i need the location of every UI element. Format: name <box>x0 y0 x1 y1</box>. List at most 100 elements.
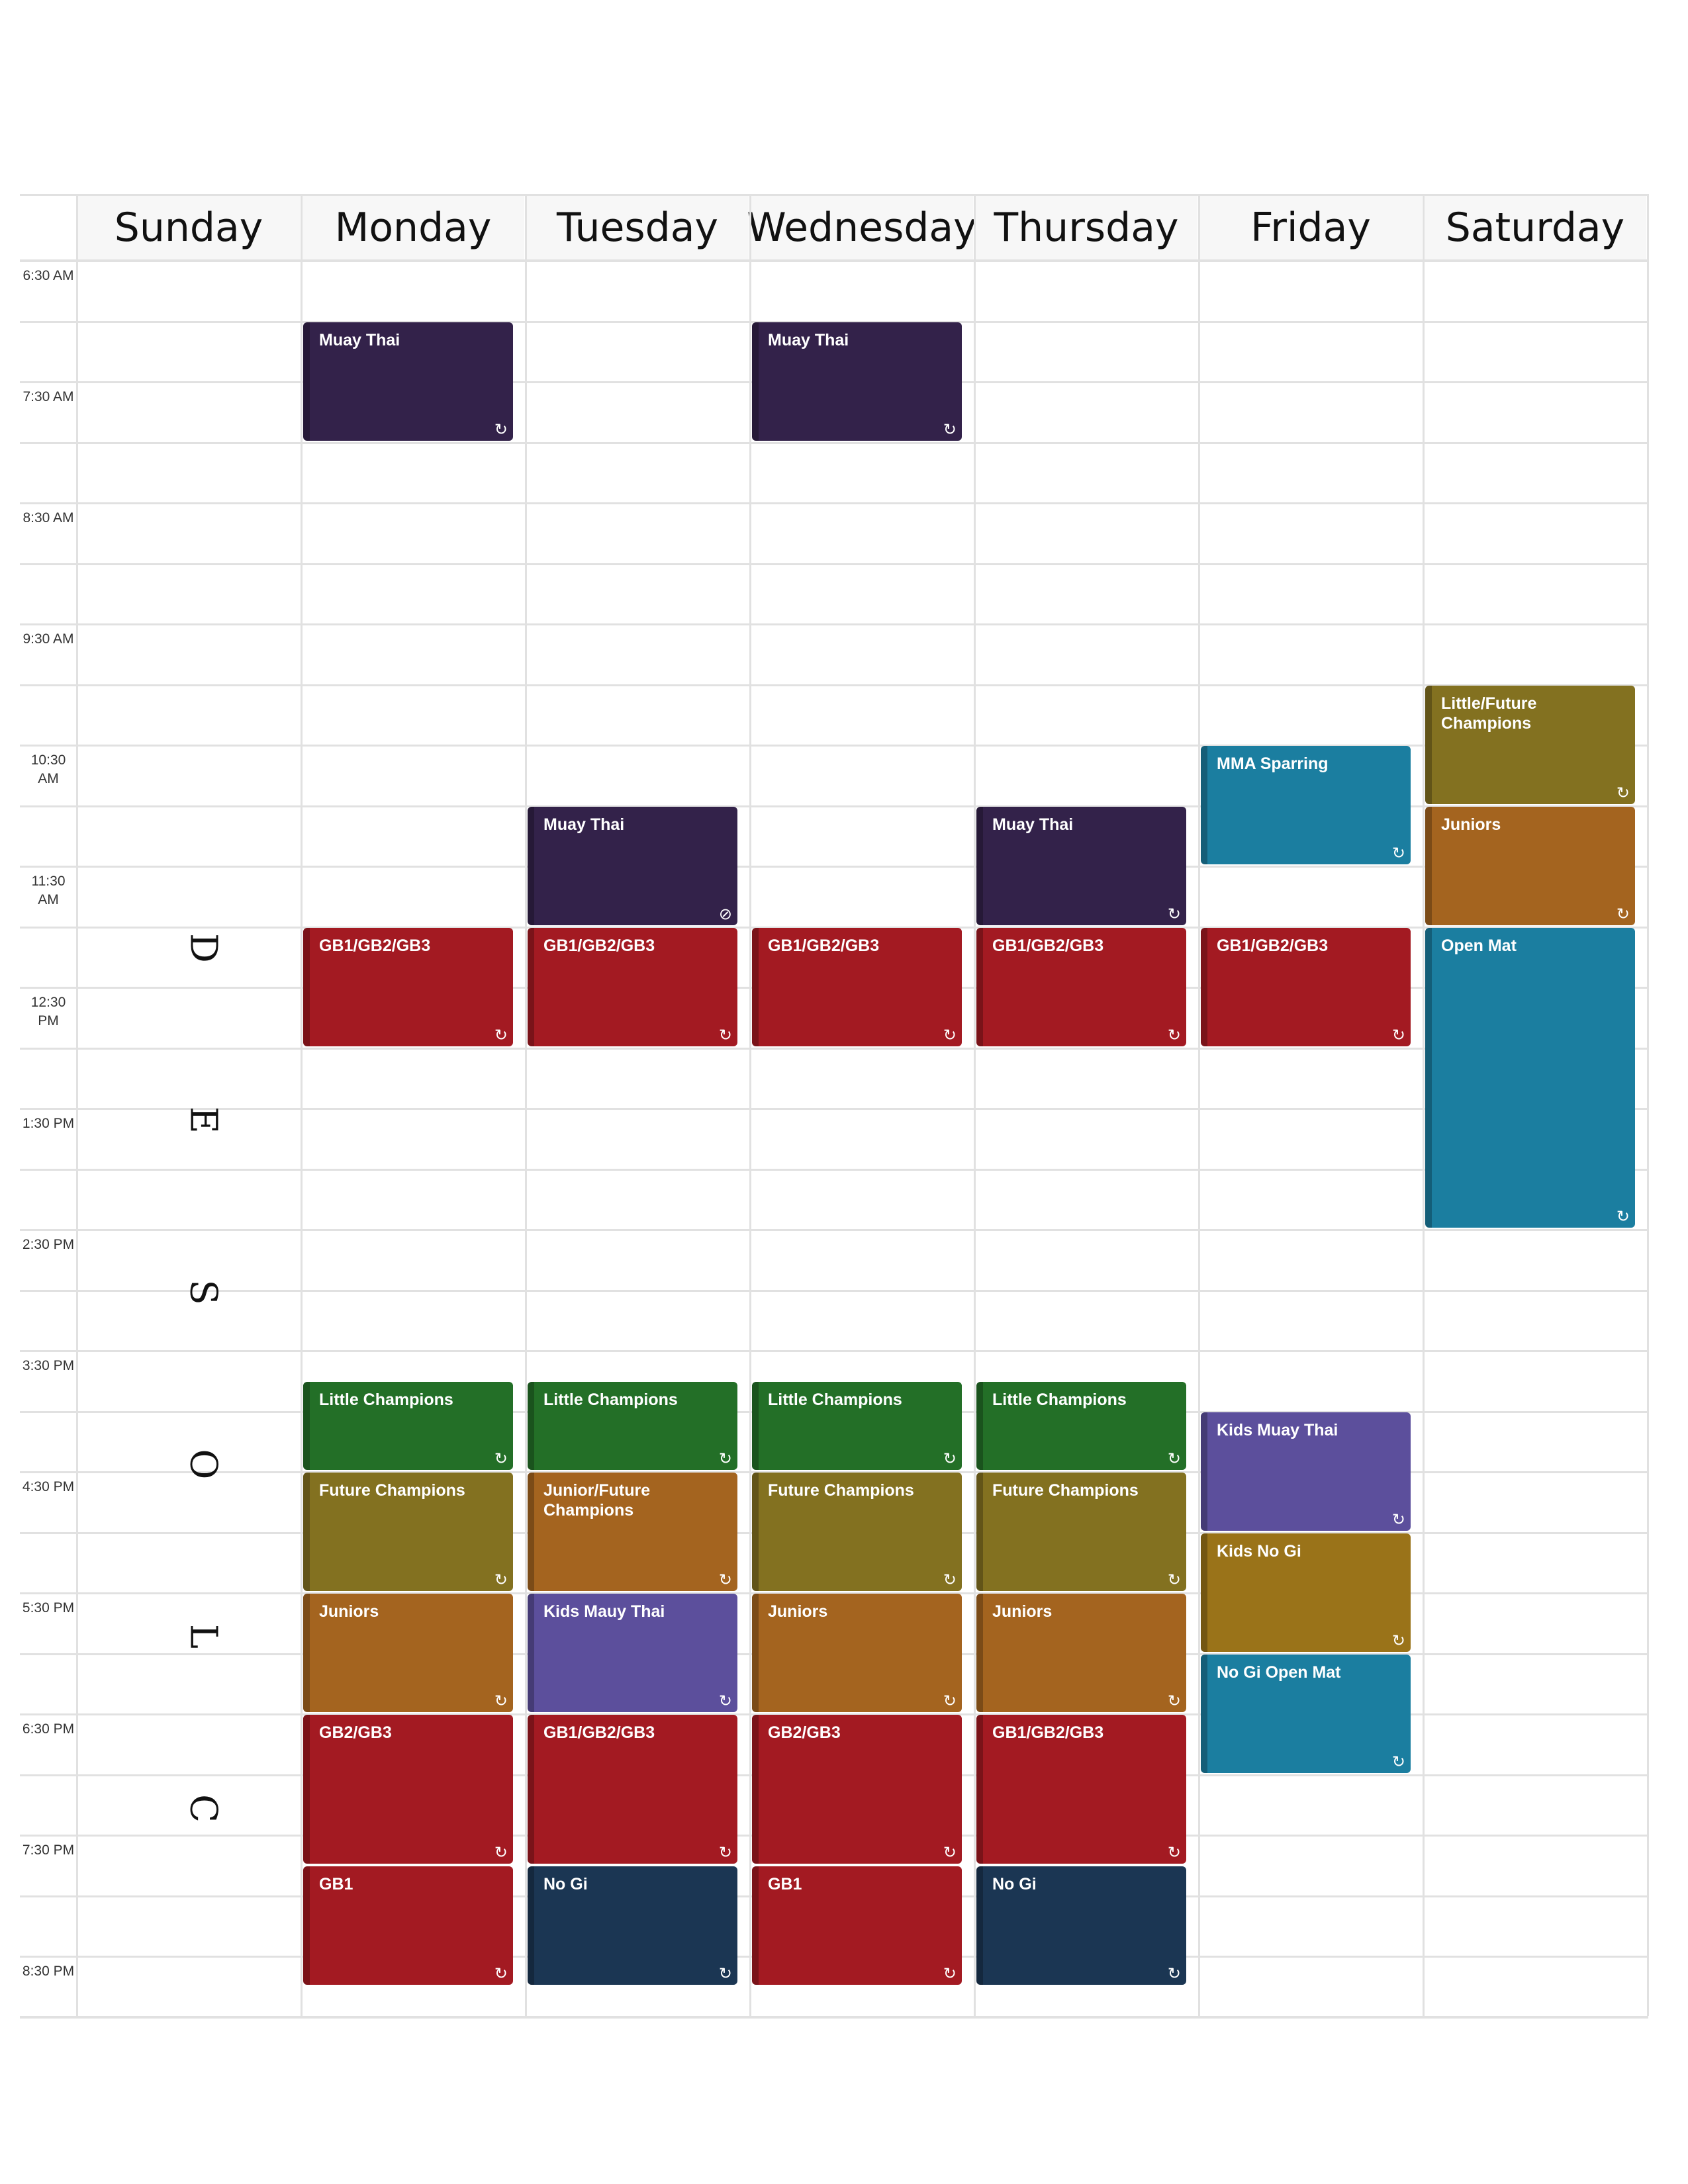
event-title: Muay Thai <box>768 330 849 349</box>
grid-line <box>76 194 78 2016</box>
grid-line <box>20 1592 1648 1594</box>
time-label: 10:30 AM <box>30 752 66 786</box>
calendar-event[interactable]: Future Champions ↻ <box>303 1473 513 1591</box>
repeat-icon: ↻ <box>1616 1207 1630 1226</box>
calendar-event[interactable]: Muay Thai ⊘ <box>528 806 737 925</box>
grid-line <box>20 194 1648 196</box>
repeat-icon: ↻ <box>1391 1752 1405 1771</box>
repeat-icon: ↻ <box>1167 1964 1181 1983</box>
calendar-event[interactable]: Junior/Future Champions ↻ <box>528 1473 737 1591</box>
grid-line <box>20 1169 1648 1171</box>
repeat-icon: ↻ <box>1616 904 1630 923</box>
time-label: 12:30 PM <box>30 995 66 1028</box>
grid-line <box>20 563 1648 565</box>
time-label: 8:30 AM <box>23 510 74 525</box>
repeat-icon: ↻ <box>1616 783 1630 802</box>
repeat-icon: ↻ <box>494 420 508 439</box>
event-title: GB1/GB2/GB3 <box>319 936 431 955</box>
calendar-event[interactable]: Juniors ↻ <box>1425 806 1635 925</box>
grid-line <box>301 194 303 2016</box>
time-label: 5:30 PM <box>22 1600 75 1615</box>
event-title: Future Champions <box>992 1481 1139 1500</box>
grid-line <box>20 745 1648 747</box>
repeat-icon: ↻ <box>943 1964 957 1983</box>
repeat-icon: ↻ <box>718 1449 732 1468</box>
event-title: Juniors <box>992 1602 1053 1621</box>
calendar-event[interactable]: GB1/GB2/GB3 ↻ <box>752 927 962 1046</box>
grid-line <box>20 1713 1648 1715</box>
calendar-event[interactable]: Kids Mauy Thai ↻ <box>528 1594 737 1712</box>
calendar-event[interactable]: GB1/GB2/GB3 ↻ <box>1201 927 1411 1046</box>
calendar-event[interactable]: Kids Muay Thai ↻ <box>1201 1412 1411 1531</box>
grid-line <box>20 1229 1648 1231</box>
repeat-icon: ↻ <box>1167 1025 1181 1044</box>
calendar-event[interactable]: GB1/GB2/GB3 ↻ <box>303 927 513 1046</box>
calendar-event[interactable]: Juniors ↻ <box>752 1594 962 1712</box>
repeat-icon: ↻ <box>494 1449 508 1468</box>
event-title: Little Champions <box>768 1390 902 1409</box>
grid-line <box>20 623 1648 625</box>
calendar-event[interactable]: No Gi ↻ <box>976 1866 1186 1985</box>
calendar-event[interactable]: GB1 ↻ <box>303 1866 513 1985</box>
grid-line <box>20 805 1648 807</box>
repeat-icon: ↻ <box>494 1025 508 1044</box>
repeat-icon: ↻ <box>943 1570 957 1589</box>
calendar-event[interactable]: Little Champions ↻ <box>303 1381 513 1470</box>
calendar-event[interactable]: GB1/GB2/GB3 ↻ <box>528 927 737 1046</box>
time-label: 4:30 PM <box>22 1479 75 1494</box>
calendar-event[interactable]: Future Champions ↻ <box>752 1473 962 1591</box>
calendar-event[interactable]: GB1/GB2/GB3 ↻ <box>976 1715 1186 1864</box>
event-title: GB2/GB3 <box>319 1723 392 1742</box>
calendar-event[interactable]: Little Champions ↻ <box>752 1381 962 1470</box>
calendar-event[interactable]: GB1/GB2/GB3 ↻ <box>528 1715 737 1864</box>
calendar-event[interactable]: Juniors ↻ <box>303 1594 513 1712</box>
event-title: No Gi <box>543 1874 588 1893</box>
event-title: Little Champions <box>543 1390 678 1409</box>
repeat-icon: ↻ <box>943 420 957 439</box>
grid-line <box>20 1108 1648 1110</box>
calendar-event[interactable]: GB1 ↻ <box>752 1866 962 1985</box>
grid-line <box>525 194 527 2016</box>
repeat-icon: ↻ <box>1391 844 1405 862</box>
time-label: 7:30 AM <box>23 389 74 404</box>
calendar-event[interactable]: Muay Thai ↻ <box>752 322 962 441</box>
calendar-event[interactable]: GB2/GB3 ↻ <box>303 1715 513 1864</box>
calendar-event[interactable]: MMA Sparring ↻ <box>1201 746 1411 864</box>
event-title: Kids No Gi <box>1217 1541 1301 1561</box>
repeat-icon: ↻ <box>1167 1692 1181 1710</box>
grid-line <box>20 259 1648 261</box>
closed-letter: C <box>181 1794 225 1823</box>
event-title: Little/Future Champions <box>1441 694 1537 733</box>
event-title: MMA Sparring <box>1217 754 1329 773</box>
calendar-event[interactable]: Open Mat ↻ <box>1425 927 1635 1228</box>
event-title: Future Champions <box>319 1481 465 1500</box>
grid-line <box>974 194 976 2016</box>
grid-line <box>20 2016 1648 2018</box>
calendar-event[interactable]: Muay Thai ↻ <box>303 322 513 441</box>
day-header-sunday: Sunday <box>77 195 300 260</box>
calendar-event[interactable]: GB1/GB2/GB3 ↻ <box>976 927 1186 1046</box>
calendar-event[interactable]: No Gi Open Mat ↻ <box>1201 1654 1411 1773</box>
calendar-event[interactable]: Juniors ↻ <box>976 1594 1186 1712</box>
calendar-event[interactable]: No Gi ↻ <box>528 1866 737 1985</box>
repeat-icon: ↻ <box>718 1570 732 1589</box>
calendar-event[interactable]: Little Champions ↻ <box>976 1381 1186 1470</box>
calendar-event[interactable]: Muay Thai ↻ <box>976 806 1186 925</box>
event-title: Junior/Future Champions <box>543 1481 651 1520</box>
calendar-event[interactable]: Future Champions ↻ <box>976 1473 1186 1591</box>
calendar-event[interactable]: Little/Future Champions ↻ <box>1425 685 1635 804</box>
repeat-icon: ↻ <box>1391 1510 1405 1529</box>
calendar-event[interactable]: GB2/GB3 ↻ <box>752 1715 962 1864</box>
closed-letter: O <box>181 1449 225 1480</box>
grid-line <box>20 866 1648 868</box>
event-title: GB1/GB2/GB3 <box>992 936 1104 955</box>
event-title: Muay Thai <box>543 815 625 834</box>
day-header-saturday: Saturday <box>1424 195 1646 260</box>
event-title: GB1/GB2/GB3 <box>992 1723 1104 1742</box>
repeat-icon: ↻ <box>943 1843 957 1862</box>
day-header-thursday: Thursday <box>975 195 1197 260</box>
calendar-event[interactable]: Kids No Gi ↻ <box>1201 1533 1411 1652</box>
event-title: Kids Mauy Thai <box>543 1602 665 1621</box>
calendar-event[interactable]: Little Champions ↻ <box>528 1381 737 1470</box>
